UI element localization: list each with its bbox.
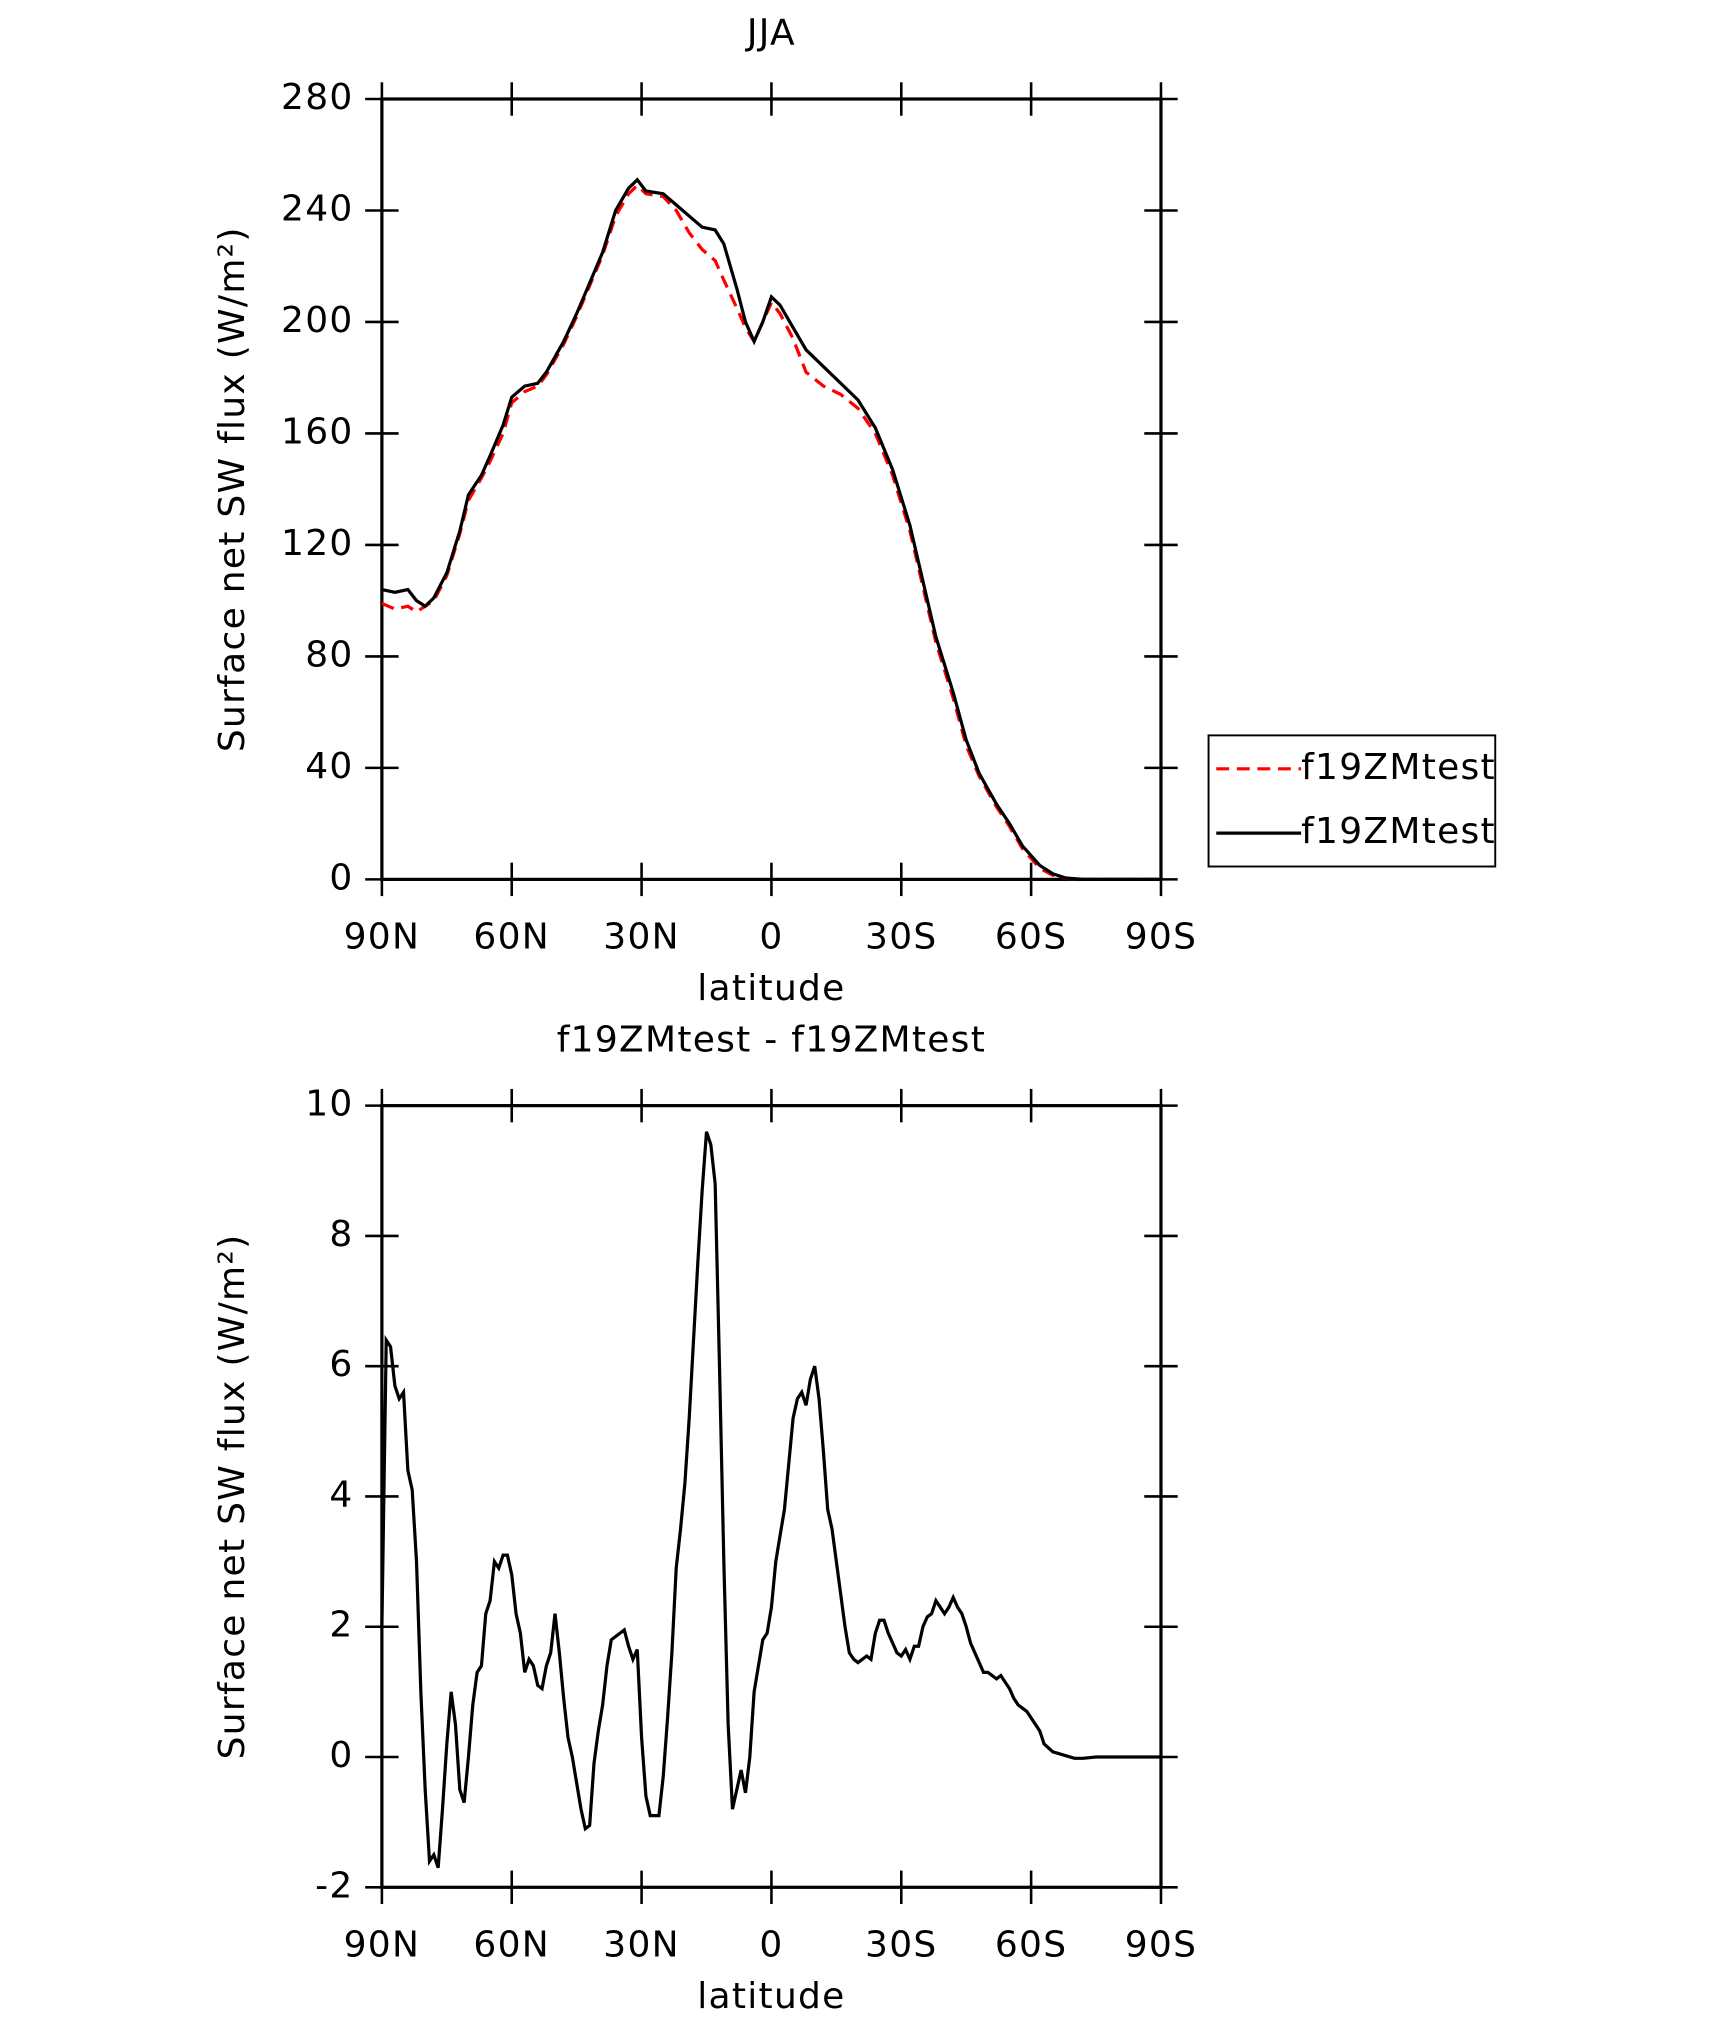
- y-tick-label: 240: [281, 188, 354, 229]
- legend-label: f19ZMtest: [1301, 747, 1496, 788]
- x-tick-label: 30N: [603, 1924, 680, 1965]
- x-axis-label: latitude: [697, 1976, 845, 2017]
- y-tick-label: 0: [329, 1735, 353, 1776]
- x-tick-label: 90N: [344, 917, 421, 958]
- y-tick-label: 200: [281, 300, 354, 341]
- x-tick-label: 90S: [1125, 1924, 1198, 1965]
- plot-frame: [380, 97, 1163, 881]
- x-tick-label: 60S: [995, 1924, 1068, 1965]
- y-tick-label: 0: [329, 857, 353, 898]
- y-tick-label: 4: [329, 1474, 353, 1515]
- data-line: [381, 183, 1161, 881]
- x-tick-label: 0: [759, 1924, 783, 1965]
- data-line: [381, 177, 1161, 881]
- y-tick-label: 160: [281, 411, 354, 452]
- x-tick-label: 60N: [473, 917, 550, 958]
- y-tick-label: 40: [305, 746, 353, 787]
- data-line: [380, 1131, 1161, 1869]
- x-tick-label: 30N: [603, 917, 680, 958]
- y-tick-label: 280: [281, 77, 354, 118]
- y-axis-label: Surface net SW flux (W/m²): [212, 1234, 253, 1760]
- x-tick-label: 30S: [865, 1924, 938, 1965]
- y-tick-label: 10: [305, 1084, 353, 1125]
- legend-box: [1207, 734, 1497, 868]
- y-axis-label: Surface net SW flux (W/m²): [212, 226, 253, 752]
- chart-title: JJA: [745, 13, 796, 54]
- x-tick-label: 30S: [865, 917, 938, 958]
- plot-frame: [380, 1104, 1163, 1889]
- x-tick-label: 0: [759, 917, 783, 958]
- x-tick-label: 90N: [344, 1924, 421, 1965]
- legend-label: f19ZMtest: [1301, 811, 1496, 852]
- x-axis-label: latitude: [697, 968, 845, 1009]
- y-tick-label: 8: [329, 1214, 353, 1255]
- x-tick-label: 90S: [1125, 917, 1198, 958]
- y-tick-label: -2: [315, 1865, 353, 1906]
- chart-title: f19ZMtest - f19ZMtest: [557, 1019, 986, 1060]
- y-tick-label: 80: [305, 634, 353, 675]
- y-tick-label: 120: [281, 523, 354, 564]
- y-tick-label: 6: [329, 1344, 353, 1385]
- y-tick-label: 2: [329, 1605, 353, 1646]
- x-tick-label: 60S: [995, 917, 1068, 958]
- x-tick-label: 60N: [473, 1924, 550, 1965]
